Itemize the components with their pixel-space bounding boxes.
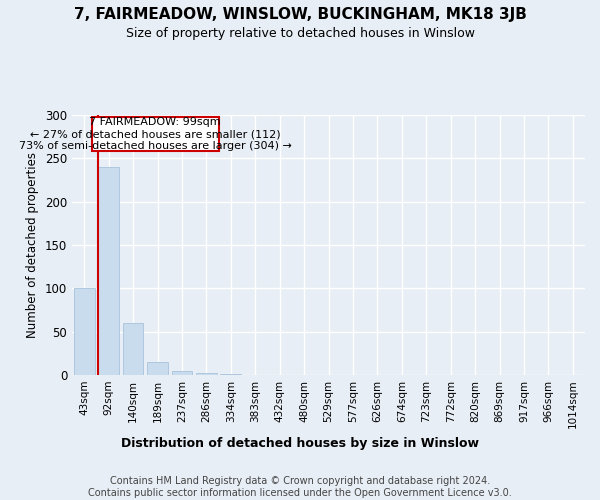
Text: 7, FAIRMEADOW, WINSLOW, BUCKINGHAM, MK18 3JB: 7, FAIRMEADOW, WINSLOW, BUCKINGHAM, MK18…	[74, 8, 526, 22]
Text: Contains public sector information licensed under the Open Government Licence v3: Contains public sector information licen…	[88, 488, 512, 498]
FancyBboxPatch shape	[92, 116, 218, 152]
Bar	[122, 323, 143, 375]
Bar	[196, 374, 217, 375]
Text: Size of property relative to detached houses in Winslow: Size of property relative to detached ho…	[125, 28, 475, 40]
Bar	[147, 362, 168, 375]
Text: Contains HM Land Registry data © Crown copyright and database right 2024.: Contains HM Land Registry data © Crown c…	[110, 476, 490, 486]
Y-axis label: Number of detached properties: Number of detached properties	[26, 152, 40, 338]
Bar	[74, 288, 95, 375]
Text: 7 FAIRMEADOW: 99sqm
← 27% of detached houses are smaller (112)
73% of semi-detac: 7 FAIRMEADOW: 99sqm ← 27% of detached ho…	[19, 118, 292, 150]
Bar	[220, 374, 241, 375]
Text: Distribution of detached houses by size in Winslow: Distribution of detached houses by size …	[121, 438, 479, 450]
Bar	[172, 370, 193, 375]
Bar	[98, 167, 119, 375]
